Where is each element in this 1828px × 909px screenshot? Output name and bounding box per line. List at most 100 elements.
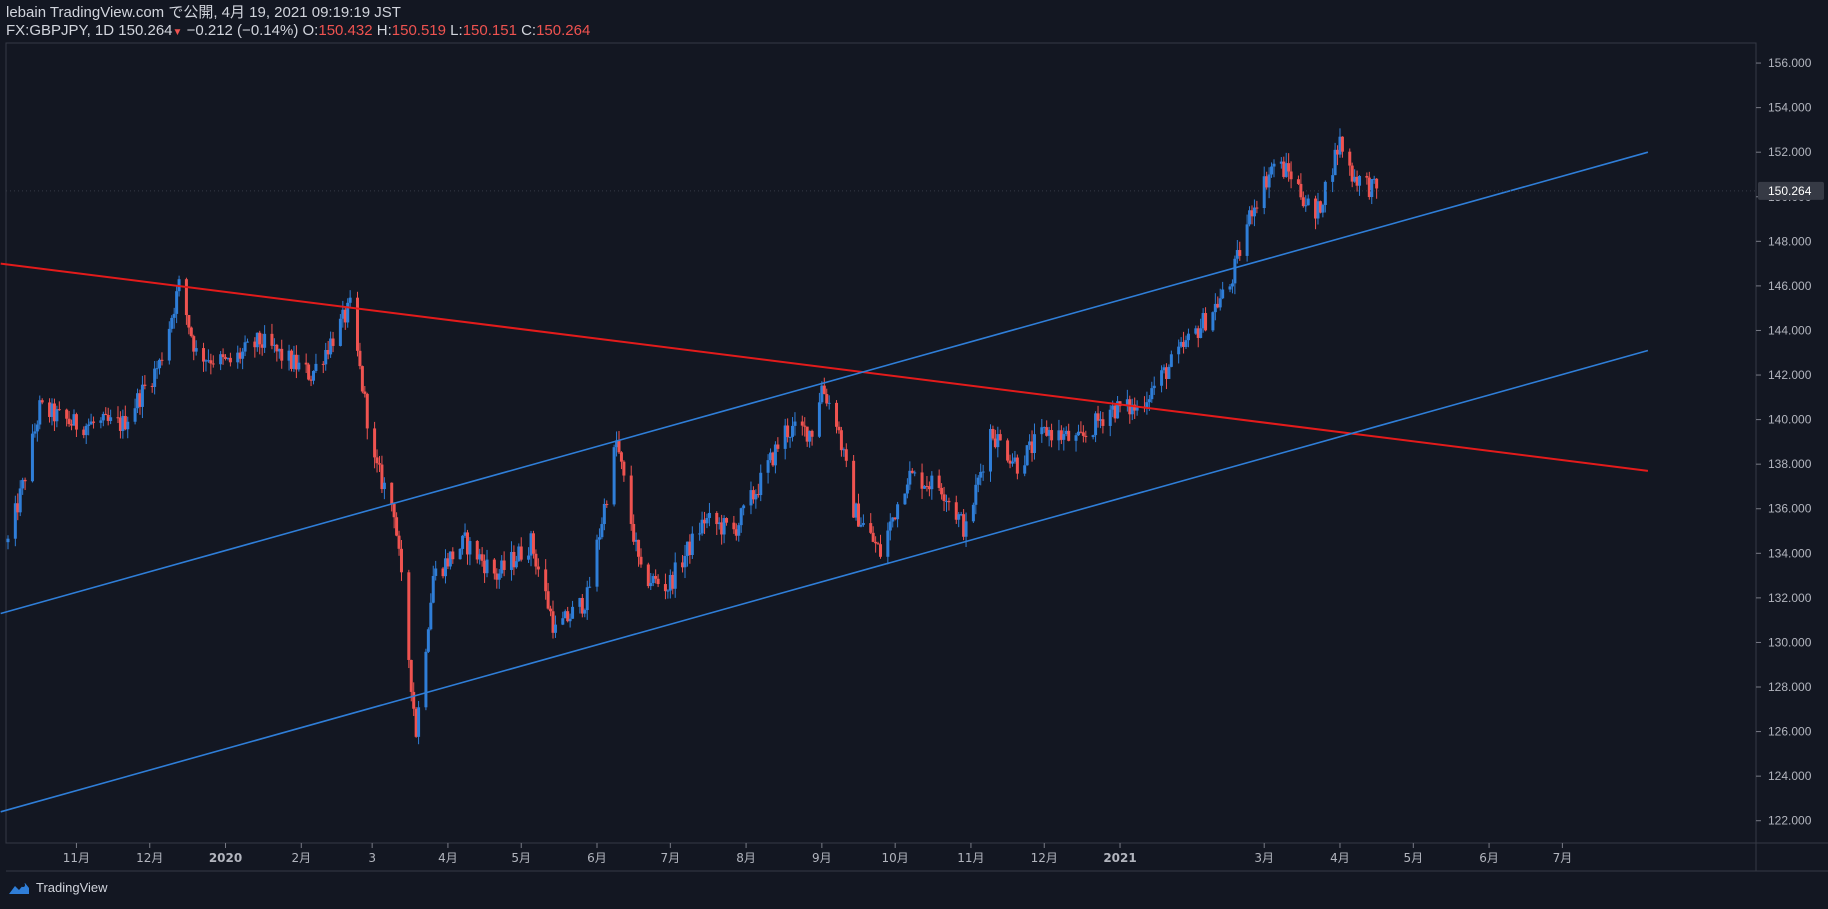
- candle-body: [805, 426, 809, 442]
- candle-body: [1316, 201, 1320, 219]
- candle-body: [756, 494, 760, 496]
- candle-body: [1331, 175, 1335, 182]
- candle-body: [465, 532, 469, 555]
- candle-body: [243, 342, 247, 352]
- close-label: C:: [521, 22, 537, 39]
- candle-body: [1045, 427, 1049, 436]
- candle-body: [776, 444, 780, 449]
- price-tick-label: 128.000: [1768, 680, 1812, 694]
- candle-body: [1145, 402, 1149, 409]
- candle-body: [1015, 457, 1019, 474]
- candle-body: [852, 460, 856, 518]
- candle-body: [854, 503, 858, 518]
- candle-body: [1340, 136, 1344, 152]
- candle-body: [1091, 435, 1095, 438]
- candle-body: [971, 504, 975, 522]
- candle-body: [1025, 445, 1029, 466]
- price-axis[interactable]: 156.000154.000152.000150.000148.000146.0…: [1756, 56, 1812, 828]
- candle-body: [101, 413, 105, 421]
- candle-body: [280, 348, 284, 361]
- candle-body: [666, 590, 670, 592]
- trendlines[interactable]: [0, 151, 1649, 813]
- candle-body: [671, 574, 675, 589]
- candle-body: [483, 560, 487, 574]
- candle-body: [375, 457, 379, 464]
- candle-body: [461, 535, 465, 549]
- candle-body: [360, 366, 364, 392]
- candle-body: [414, 708, 418, 737]
- brand-label: TradingView: [36, 880, 108, 895]
- candle-body: [1299, 183, 1303, 198]
- candle-body: [272, 344, 276, 346]
- candle-body: [126, 421, 130, 430]
- candle-body: [1355, 176, 1359, 186]
- candle-body: [1372, 178, 1376, 180]
- candle-body: [1010, 461, 1014, 464]
- candle-body: [837, 426, 841, 431]
- candle-body: [617, 440, 621, 453]
- open-value: 150.432: [318, 22, 373, 39]
- footer-brand[interactable]: TradingView: [8, 880, 108, 895]
- candle-body: [930, 475, 934, 490]
- time-tick-label: 2月: [291, 851, 311, 865]
- candle-body: [835, 402, 839, 427]
- time-axis[interactable]: 11月 12月 2020 2月 3 4月 5月 6月 7月 8月 9月 10月 11月 12月 2021 3月…: [63, 843, 1572, 865]
- candle-body: [629, 475, 633, 524]
- candle-body: [1050, 430, 1054, 441]
- time-tick-label: 11月: [63, 851, 90, 865]
- candle-body: [817, 402, 821, 437]
- candle-body: [656, 578, 660, 585]
- candle-body: [241, 351, 245, 359]
- last-price-tag: 150.264: [6, 181, 1824, 200]
- candle-body: [397, 535, 401, 549]
- candle-body: [1074, 435, 1078, 441]
- candle-body: [944, 500, 948, 502]
- candle-body: [722, 518, 726, 535]
- candle-body: [67, 418, 71, 425]
- candle-body: [1084, 435, 1088, 438]
- candle-body: [544, 569, 548, 592]
- candle-body: [791, 425, 795, 437]
- candle-body: [578, 598, 582, 607]
- candle-body: [1204, 313, 1208, 331]
- candle-body: [844, 449, 848, 461]
- candle-body: [326, 349, 330, 355]
- candle-body: [1233, 258, 1237, 284]
- candle-body: [1279, 161, 1283, 164]
- time-tick-label: 6月: [1479, 851, 1499, 865]
- candle-body: [685, 541, 689, 556]
- candle-body: [390, 482, 394, 504]
- candle-body: [30, 433, 34, 482]
- candle-body: [1130, 404, 1134, 415]
- candle-body: [297, 362, 301, 370]
- candle-body: [1116, 401, 1120, 419]
- time-tick-label: 3: [368, 851, 376, 865]
- candle-body: [260, 344, 264, 348]
- candle-body: [475, 540, 479, 560]
- candle-body: [649, 583, 653, 587]
- candle-body: [294, 354, 298, 370]
- time-tick-label: 7月: [661, 851, 681, 865]
- candle-body: [380, 464, 384, 490]
- candle-body: [964, 521, 968, 537]
- price-tick-label: 130.000: [1768, 635, 1812, 649]
- candle-body: [553, 624, 557, 633]
- candle-body: [651, 576, 655, 584]
- candle-body: [1032, 434, 1036, 454]
- candle-body: [612, 447, 616, 505]
- time-tick-label: 3月: [1254, 851, 1274, 865]
- candle-body: [1057, 430, 1061, 441]
- candle-body: [962, 514, 966, 537]
- price-tick-label: 144.000: [1768, 323, 1812, 337]
- candle-body: [1321, 205, 1325, 213]
- candle-body: [639, 556, 643, 565]
- candle-body: [1028, 441, 1032, 446]
- candle-body: [150, 385, 154, 387]
- candle-body: [1135, 406, 1139, 411]
- candle-body: [209, 360, 213, 364]
- candle-body: [341, 309, 345, 319]
- candle-body: [172, 313, 176, 318]
- candle-body: [21, 479, 25, 489]
- candle-body: [1194, 328, 1198, 334]
